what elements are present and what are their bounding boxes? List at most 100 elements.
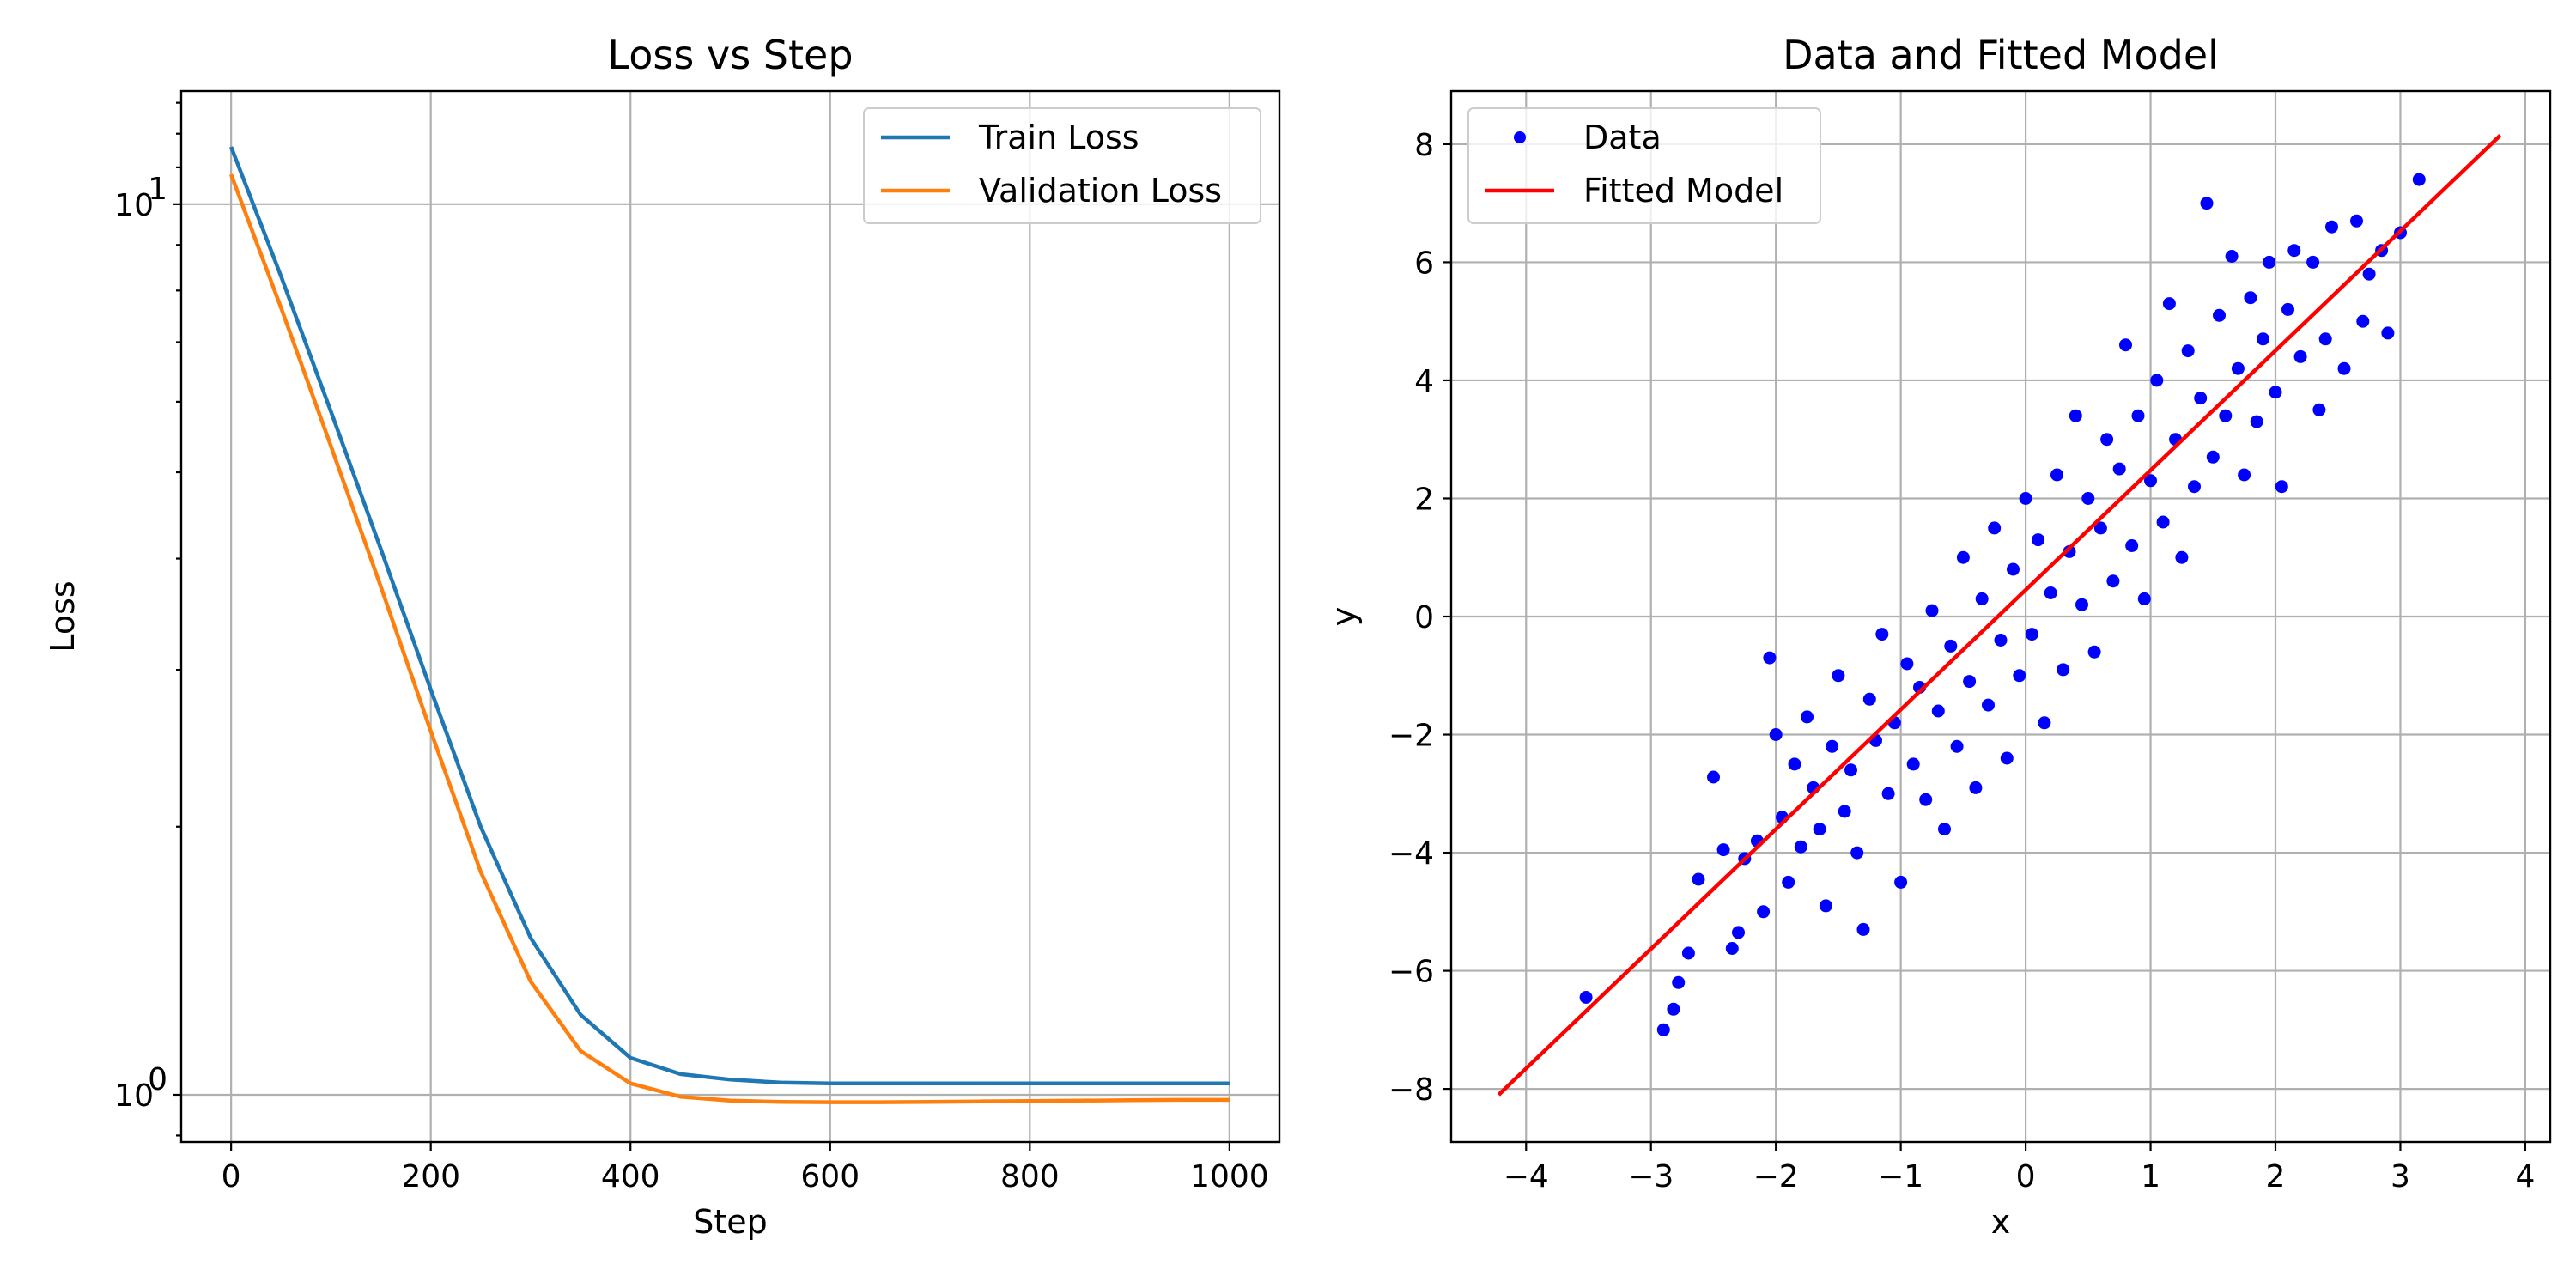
y-tick-label: 0	[1414, 600, 1434, 635]
data-point	[1769, 728, 1783, 741]
data-point	[2000, 751, 2014, 765]
loss-chart-title: Loss vs Step	[607, 32, 853, 78]
data-point	[1763, 651, 1777, 665]
data-point	[1801, 710, 1814, 724]
x-tick-label: 2	[2266, 1159, 2286, 1194]
data-point	[1788, 757, 1801, 771]
fit-chart-x-axis-label: x	[1991, 1203, 2011, 1241]
data-point	[2013, 669, 2026, 683]
y-tick-label: −6	[1388, 955, 1434, 990]
x-tick-label: 600	[800, 1159, 860, 1194]
legend-validation-loss-label: Validation Loss	[979, 172, 1222, 210]
data-point	[2350, 214, 2363, 228]
x-tick-label: 1	[2141, 1159, 2160, 1194]
data-point	[2137, 592, 2151, 605]
y-tick-label: 10	[114, 188, 154, 223]
data-point	[2093, 521, 2107, 535]
data-point	[2263, 255, 2276, 269]
legend-data-label: Data	[1583, 118, 1662, 156]
data-point	[1716, 843, 1730, 857]
data-point	[1656, 1023, 1670, 1036]
data-point	[2175, 550, 2189, 564]
data-point	[1950, 739, 1964, 753]
data-point	[2412, 173, 2426, 186]
data-point	[2112, 462, 2126, 476]
data-point	[1938, 823, 1951, 836]
fit-chart-grid	[1451, 91, 2550, 1142]
x-tick-label: 4	[2515, 1159, 2535, 1194]
data-point	[2162, 297, 2176, 311]
data-point	[2281, 302, 2294, 316]
data-point	[2100, 433, 2114, 447]
x-tick-label: 400	[601, 1159, 660, 1194]
data-point	[2219, 409, 2233, 422]
fit-chart-legend: Data Fitted Model	[1467, 107, 1821, 224]
legend-box	[1467, 107, 1821, 224]
data-point	[2087, 645, 2101, 659]
loss-chart-series	[228, 146, 1230, 1104]
data-point	[1994, 634, 2008, 647]
fit-chart-title: Data and Fitted Model	[1783, 32, 2219, 78]
x-tick-label: −3	[1628, 1159, 1674, 1194]
data-point	[1672, 975, 1686, 989]
data-point	[1862, 692, 1876, 706]
legend-train-loss-label: Train Loss	[978, 118, 1139, 156]
data-point	[2257, 332, 2269, 346]
data-point	[2225, 250, 2239, 263]
data-point	[1906, 757, 1920, 771]
data-point	[2356, 314, 2370, 328]
data-point	[1844, 763, 1857, 777]
loss-chart-x-axis-label: Step	[693, 1203, 768, 1241]
data-point	[1757, 905, 1771, 919]
x-tick-label: −2	[1753, 1159, 1799, 1194]
data-point	[1931, 704, 1945, 718]
fit-chart: −4 −3 −2 −1 0 1 2 3 4 −8 −6 −4 −2 0 2 4 6 8 Data and Fitt…	[1325, 32, 2552, 1241]
loss-chart-frame	[179, 89, 1281, 1144]
y-tick-label: 6	[1414, 246, 1434, 281]
data-point	[2069, 409, 2082, 422]
loss-chart-y-axis-label: Loss	[44, 580, 82, 652]
data-point	[2213, 308, 2226, 322]
x-tick-label: 1000	[1190, 1159, 1269, 1194]
data-point	[2337, 361, 2351, 375]
x-tick-label: 200	[401, 1159, 460, 1194]
data-point	[1963, 675, 1977, 689]
data-point	[2125, 539, 2139, 552]
data-point	[2275, 480, 2288, 494]
data-point	[2362, 267, 2376, 281]
data-point	[2244, 291, 2257, 305]
data-point	[1832, 669, 1845, 683]
x-tick-label: −4	[1504, 1159, 1549, 1194]
data-point	[1782, 875, 1795, 889]
data-point	[2019, 492, 2032, 505]
data-point	[2318, 332, 2332, 346]
data-point	[2188, 480, 2201, 494]
data-point	[1969, 781, 1983, 794]
series-line-validation-loss	[228, 173, 1230, 1104]
y-tick-label: 8	[1414, 128, 1434, 163]
y-tick-exponent: 1	[148, 172, 167, 207]
loss-chart-legend: Train Loss Validation Loss	[863, 107, 1261, 224]
data-point	[1900, 657, 1914, 671]
data-point	[1956, 550, 1970, 564]
loss-chart-grid	[181, 91, 1279, 1142]
data-point	[1579, 991, 1593, 1004]
data-point	[2325, 220, 2338, 234]
legend-data-swatch	[1514, 131, 1526, 143]
data-point	[1875, 628, 1889, 641]
data-point	[1692, 872, 1705, 886]
data-point	[1944, 639, 1958, 653]
y-tick-label: −4	[1388, 836, 1434, 872]
data-point	[2200, 197, 2214, 210]
fit-chart-series	[1497, 133, 2502, 1097]
x-tick-label: −1	[1878, 1159, 1923, 1194]
data-point	[2250, 415, 2263, 428]
data-point	[2131, 409, 2145, 422]
y-tick-label: 4	[1414, 364, 1434, 399]
x-tick-label: 0	[222, 1159, 241, 1194]
data-point	[1707, 770, 1720, 784]
data-point	[2057, 663, 2070, 677]
data-point	[1725, 942, 1739, 955]
